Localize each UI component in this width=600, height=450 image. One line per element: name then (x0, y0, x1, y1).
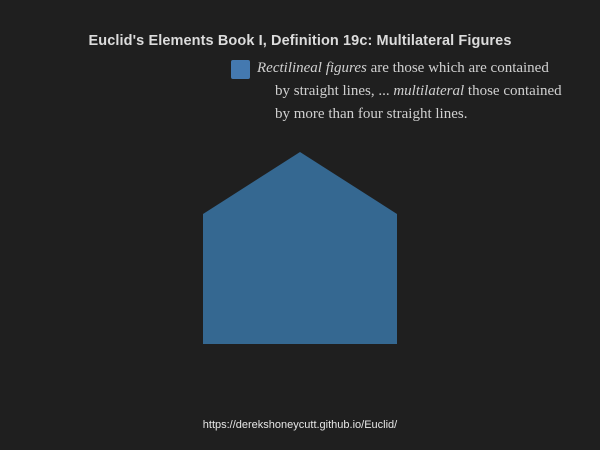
definition-text-2b: those contained (464, 83, 562, 99)
definition-term-multilateral: multilateral (393, 83, 465, 99)
footer-url-link[interactable]: https://derekshoneycutt.github.io/Euclid… (202, 419, 398, 431)
definition-term-rectilineal: Rectilineal figures (257, 60, 367, 76)
multilateral-figure-pentagon (203, 152, 397, 344)
definition-text-2a: by straight lines, ... (275, 83, 394, 99)
definition-line-3: by more than four straight lines. (275, 106, 468, 122)
definition-text-1: are those which are contained (366, 60, 549, 76)
definition-line-2: by straight lines, ... multilateral thos… (275, 83, 562, 100)
page-title: Euclid's Elements Book I, Definition 19c… (88, 33, 512, 49)
legend-swatch (231, 60, 250, 79)
definition-line-1: Rectilineal figures are those which are … (257, 60, 549, 77)
